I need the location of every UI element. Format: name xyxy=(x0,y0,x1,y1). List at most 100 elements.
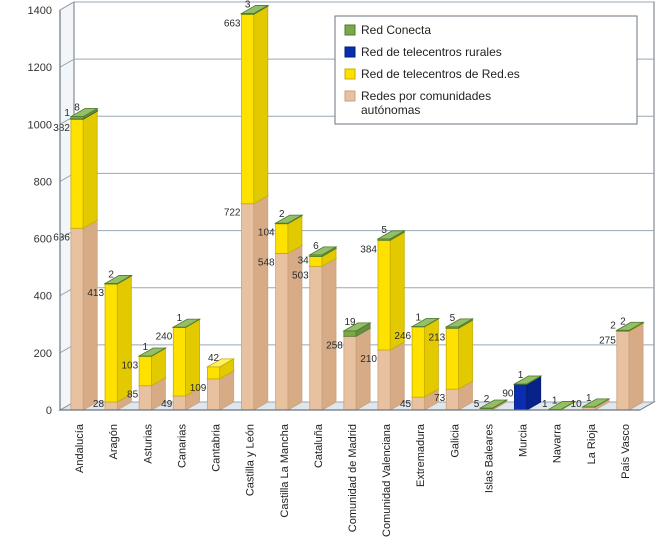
bar-segment xyxy=(139,356,151,385)
bar-segment xyxy=(207,379,219,410)
bar-segment xyxy=(344,331,356,336)
value-label: 2 xyxy=(279,209,285,220)
legend-swatch xyxy=(345,25,355,35)
category-label: La Rioja xyxy=(586,423,598,464)
value-label: 1 xyxy=(143,342,149,353)
category-label: País Vasco xyxy=(620,424,632,479)
value-label: 246 xyxy=(394,331,411,342)
value-label: 1 xyxy=(542,399,548,410)
bar-segment xyxy=(412,327,424,397)
category-label: Comunidad de Madrid xyxy=(347,424,359,532)
value-label: 49 xyxy=(161,399,173,410)
value-label: 2 xyxy=(108,269,114,280)
value-label: 1 xyxy=(586,393,592,404)
category-label: Andalucía xyxy=(74,423,86,473)
category-label: Cantabria xyxy=(211,423,223,472)
bar-segment xyxy=(71,119,83,228)
legend: Red ConectaRed de telecentros ruralesRed… xyxy=(335,16,637,124)
bar-segment xyxy=(139,386,151,410)
legend-label: Red de telecentros de Red.es xyxy=(361,67,520,81)
value-label: 85 xyxy=(127,390,139,401)
value-label: 210 xyxy=(360,354,377,365)
value-label: 3 xyxy=(245,0,251,10)
category-label: Castilla La Mancha xyxy=(279,423,291,517)
bar-segment xyxy=(242,204,254,410)
value-label: 1 xyxy=(415,313,421,324)
legend-swatch xyxy=(345,91,355,101)
value-label: 275 xyxy=(599,335,616,346)
bar-segment xyxy=(207,367,219,379)
value-label: 45 xyxy=(400,399,412,410)
bar-segment xyxy=(446,389,458,410)
value-label: 1 xyxy=(552,395,558,406)
value-label: 73 xyxy=(434,393,446,404)
bar-segment xyxy=(105,284,117,402)
category-label: Murcia xyxy=(518,423,530,457)
legend-label: Red de telecentros rurales xyxy=(361,45,502,59)
value-label: 384 xyxy=(360,244,377,255)
value-label: 1 xyxy=(518,370,524,381)
value-label: 10 xyxy=(571,399,583,410)
bar-segment xyxy=(105,402,117,410)
bar-segment xyxy=(617,331,629,410)
bar-segment xyxy=(276,253,288,410)
y-tick-label: 1000 xyxy=(28,119,52,131)
y-tick-label: 0 xyxy=(46,405,52,417)
category-label: Canarias xyxy=(176,424,188,469)
category-label: Aragón xyxy=(108,424,120,459)
legend-label: autónomas xyxy=(361,103,420,117)
y-tick-label: 400 xyxy=(34,291,52,303)
value-label: 28 xyxy=(93,399,105,410)
category-label: Comunidad Valenciana xyxy=(381,423,393,537)
value-label: 1 xyxy=(64,108,70,119)
value-label: 6 xyxy=(313,241,319,252)
value-label: 548 xyxy=(258,257,275,268)
value-label: 8 xyxy=(74,103,80,114)
bar-segment xyxy=(71,228,83,410)
y-tick-label: 1200 xyxy=(28,62,52,74)
bar-segment xyxy=(378,350,390,410)
value-label: 34 xyxy=(298,255,310,266)
value-label: 5 xyxy=(450,313,456,324)
stacked-bar-chart: 0200400600800100012001400636382182841328… xyxy=(0,0,666,542)
value-label: 663 xyxy=(224,18,241,29)
value-label: 258 xyxy=(326,340,343,351)
value-label: 103 xyxy=(121,360,138,371)
bar-segment xyxy=(514,384,526,410)
legend-swatch xyxy=(345,69,355,79)
value-label: 2 xyxy=(610,320,616,331)
bar-segment xyxy=(446,328,458,389)
value-label: 2 xyxy=(484,394,490,405)
bar-segment xyxy=(344,336,356,410)
value-label: 104 xyxy=(258,228,275,239)
value-label: 413 xyxy=(87,288,104,299)
y-tick-label: 800 xyxy=(34,176,52,188)
bar-segment xyxy=(310,266,322,410)
category-label: Castilla y León xyxy=(245,424,257,496)
value-label: 42 xyxy=(208,353,220,364)
value-label: 90 xyxy=(502,388,514,399)
value-label: 2 xyxy=(620,316,626,327)
bar-segment xyxy=(173,327,185,396)
category-label: Cataluña xyxy=(313,423,325,468)
value-label: 503 xyxy=(292,270,309,281)
category-label: Navarra xyxy=(552,423,564,463)
category-label: Islas Baleares xyxy=(483,424,495,494)
value-label: 240 xyxy=(156,331,173,342)
value-label: 109 xyxy=(190,383,207,394)
bar-segment xyxy=(173,396,185,410)
category-label: Extremadura xyxy=(415,423,427,487)
legend-swatch xyxy=(345,47,355,57)
y-tick-label: 600 xyxy=(34,234,52,246)
value-label: 5 xyxy=(474,399,480,410)
bar-segment xyxy=(310,257,322,267)
category-label: Galicia xyxy=(449,423,461,458)
legend-label: Redes por comunidades xyxy=(361,89,491,103)
bar-segment xyxy=(242,14,254,203)
category-label: Asturias xyxy=(142,424,154,464)
y-tick-label: 1400 xyxy=(28,5,52,17)
value-label: 636 xyxy=(53,232,70,243)
value-label: 213 xyxy=(429,332,446,343)
value-label: 5 xyxy=(381,225,387,236)
value-label: 1 xyxy=(177,313,183,324)
